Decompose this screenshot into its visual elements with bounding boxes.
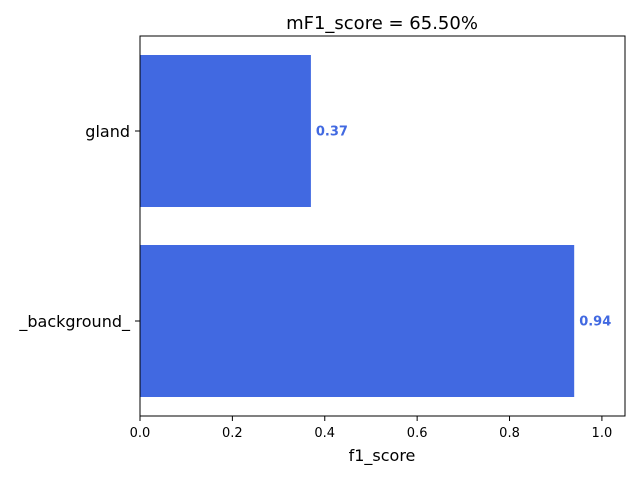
x-tick-label: 0.8 — [499, 426, 520, 441]
data-label: 0.94 — [579, 315, 611, 330]
data-label: 0.37 — [316, 125, 348, 140]
chart-title: mF1_score = 65.50% — [286, 13, 478, 34]
x-tick-label: 0.6 — [407, 426, 428, 441]
x-axis-label: f1_score — [349, 446, 416, 466]
x-tick-label: 0.4 — [314, 426, 335, 441]
bar-background — [140, 245, 575, 397]
bar-gland — [140, 55, 311, 207]
plot-frame — [139, 35, 626, 417]
y-axis-ticks: gland _background_ — [18, 122, 140, 332]
data-labels-layer: 0.37 0.94 — [316, 125, 611, 330]
bars-layer — [140, 55, 575, 397]
y-tick-label: _background_ — [18, 312, 131, 332]
x-tick-label: 0.2 — [222, 426, 243, 441]
x-tick-label: 1.0 — [592, 426, 613, 441]
x-tick-label: 0.0 — [130, 426, 151, 441]
x-axis-ticks: 0.0 0.2 0.4 0.6 0.8 1.0 — [130, 416, 613, 441]
y-tick-label: gland — [85, 122, 130, 141]
